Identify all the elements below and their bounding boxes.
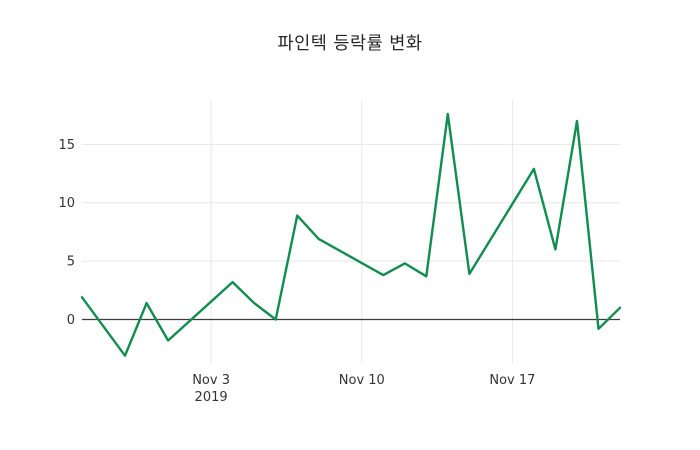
y-tick-label: 0 [67,313,75,328]
x-tick-label: Nov 10 [339,373,385,388]
price-change-line [80,112,622,357]
y-tick-label: 15 [58,138,75,153]
x-tick-label: Nov 17 [489,373,535,388]
chart-title: 파인텍 등락률 변화 [277,34,423,54]
gridlines-group [82,100,620,363]
tick-labels-group: 0 5 10 15 Nov 3 2019 Nov 10 Nov 17 [58,138,535,405]
series-group [80,112,622,357]
y-tick-label: 5 [67,255,75,270]
x-tick-label: Nov 3 [192,373,230,388]
x-tick-year-label: 2019 [195,390,228,405]
y-tick-label: 10 [58,196,75,211]
